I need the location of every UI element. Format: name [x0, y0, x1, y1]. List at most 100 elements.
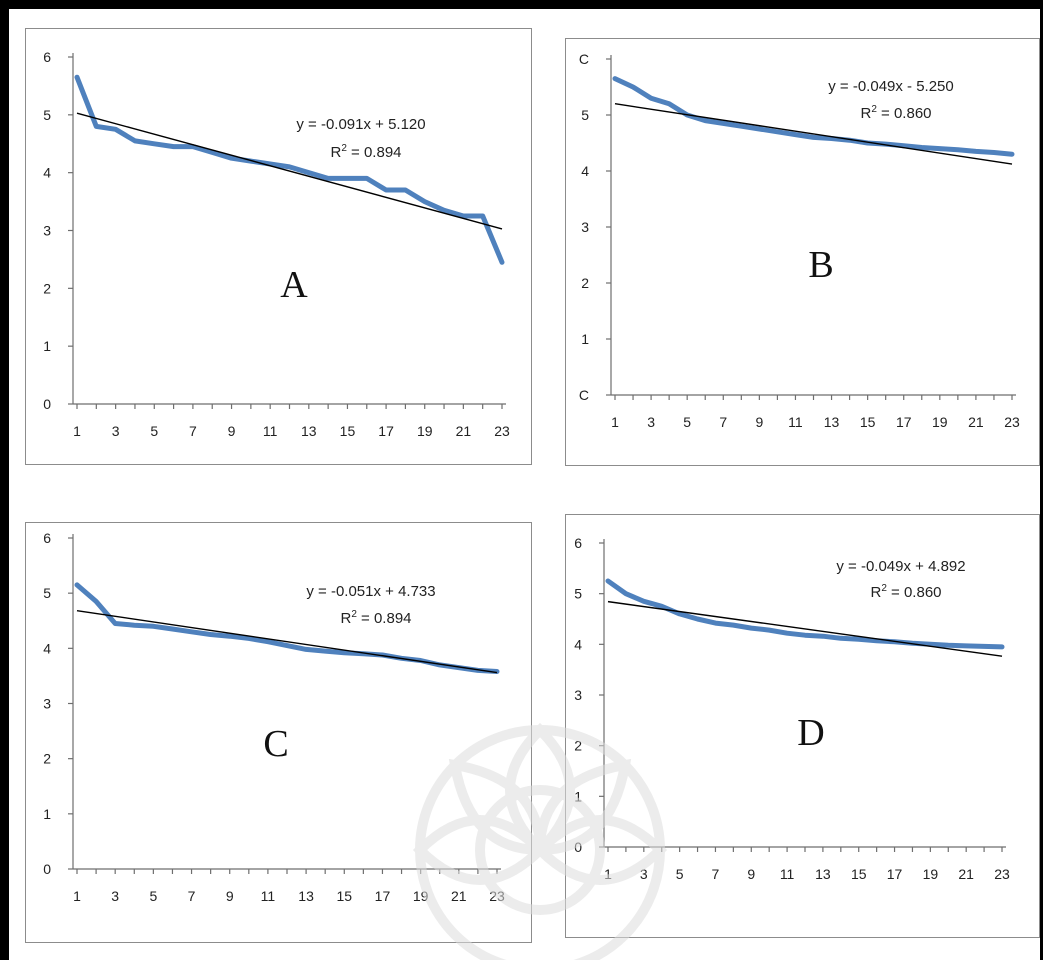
x-tick-label: 1: [604, 866, 612, 882]
x-tick-label: 3: [112, 423, 120, 439]
trendline: [614, 103, 1013, 165]
x-tick-label: 7: [188, 888, 196, 904]
x-tick-label: 5: [150, 423, 158, 439]
x-tick-label: 9: [226, 888, 234, 904]
r-squared-label: R2 = 0.860: [860, 104, 931, 122]
y-tick-label: 1: [581, 331, 589, 347]
y-tick-label: 2: [43, 751, 51, 767]
x-tick-label: 15: [851, 866, 867, 882]
x-tick-label: 13: [815, 866, 831, 882]
y-tick-label: 4: [574, 636, 582, 652]
x-tick-label: 1: [611, 414, 619, 430]
y-tick-label: 3: [43, 223, 51, 239]
data-series-line: [605, 578, 1005, 650]
x-tick-label: 23: [1004, 414, 1020, 430]
x-tick-label: 19: [923, 866, 939, 882]
y-tick-label: 4: [43, 165, 51, 181]
x-tick-label: 3: [647, 414, 655, 430]
panel-letter: A: [280, 264, 308, 306]
x-tick-label: 17: [378, 423, 394, 439]
chart-panel-d: 0 1 2 3 4 5 6 1 3 5 7 9 11 13 15 17 19 21 23 y = -0.049x + …: [565, 514, 1040, 938]
y-tick-label: 0: [43, 396, 51, 412]
y-tick-label: 1: [43, 806, 51, 822]
x-tick-label: 15: [336, 888, 352, 904]
data-series-line: [612, 76, 1015, 157]
x-tick-label: 21: [456, 423, 472, 439]
y-tick-label: 3: [43, 696, 51, 712]
x-tick-label: 21: [968, 414, 984, 430]
y-tick-label: 0: [43, 861, 51, 877]
y-tick-label: 6: [574, 535, 582, 551]
trendline: [76, 610, 498, 674]
r-squared-label: R2 = 0.860: [870, 583, 941, 601]
y-tick-label: 3: [581, 219, 589, 235]
x-tick-label: 7: [712, 866, 720, 882]
x-tick-label: 23: [494, 423, 510, 439]
x-tick-label: 17: [896, 414, 912, 430]
y-tick-label: 4: [581, 163, 589, 179]
y-tick-label: 6: [43, 530, 51, 546]
trendline-equation: y = -0.051x + 4.733: [306, 583, 435, 600]
x-tick-label: 21: [451, 888, 467, 904]
panel-letter: D: [797, 712, 824, 754]
chart-panel-c: 0 1 2 3 4 5 6 1 3 5 7 9 11 13 15 17 19 21 23 y = -0.051x + …: [25, 522, 532, 943]
x-tick-label: 17: [375, 888, 391, 904]
y-tick-label: 1: [43, 338, 51, 354]
chart-panel-a: 0 1 2 3 4 5 6 1 3 5 7 9 11 13 15 17 19 21 23 y = -0.091x + …: [25, 28, 532, 465]
x-tick-label: 21: [958, 866, 974, 882]
x-tick-label: 23: [489, 888, 505, 904]
x-tick-label: 9: [228, 423, 236, 439]
trendline-equation: y = -0.049x - 5.250: [828, 78, 954, 95]
x-tick-label: 19: [413, 888, 429, 904]
x-tick-label: 5: [149, 888, 157, 904]
x-tick-label: 3: [111, 888, 119, 904]
x-tick-label: 19: [417, 423, 433, 439]
panel-letter: C: [263, 723, 288, 765]
y-tick-label: 2: [574, 738, 582, 754]
y-tick-label: C: [579, 387, 589, 403]
x-tick-label: 13: [298, 888, 314, 904]
panel-letter: B: [808, 244, 833, 286]
x-tick-label: 15: [860, 414, 876, 430]
trendline-equation: y = -0.091x + 5.120: [296, 116, 425, 133]
x-tick-label: 9: [747, 866, 755, 882]
x-tick-label: 13: [824, 414, 840, 430]
trendline: [607, 600, 1003, 657]
y-tick-label: 2: [43, 280, 51, 296]
x-tick-label: 1: [73, 888, 81, 904]
r-squared-label: R2 = 0.894: [340, 609, 411, 627]
x-tick-label: 15: [340, 423, 356, 439]
x-tick-label: 13: [301, 423, 317, 439]
x-tick-label: 11: [788, 414, 803, 430]
trendline-equation: y = -0.049x + 4.892: [836, 558, 965, 575]
chart-panel-b: C 1 2 3 4 5 C 1 3 5 7 9 11 13 15 17 19 21 23 y = -0.049x - …: [565, 38, 1040, 466]
y-tick-label: 1: [574, 788, 582, 804]
x-tick-label: 9: [755, 414, 763, 430]
x-tick-label: 5: [683, 414, 691, 430]
x-tick-label: 23: [994, 866, 1010, 882]
x-tick-label: 7: [189, 423, 197, 439]
r-squared-label: R2 = 0.894: [330, 143, 401, 161]
y-tick-label: 3: [574, 687, 582, 703]
x-tick-label: 3: [640, 866, 648, 882]
x-tick-label: 11: [263, 423, 278, 439]
y-tick-label: 4: [43, 640, 51, 656]
x-tick-label: 5: [676, 866, 684, 882]
x-tick-label: 11: [780, 866, 795, 882]
x-tick-label: 7: [719, 414, 727, 430]
y-tick-label: 0: [574, 839, 582, 855]
x-tick-label: 17: [887, 866, 903, 882]
trendline: [76, 112, 503, 230]
data-series-line: [74, 74, 505, 265]
x-tick-label: 19: [932, 414, 948, 430]
y-tick-label: 5: [43, 107, 51, 123]
y-tick-label: 5: [581, 107, 589, 123]
y-tick-label: 6: [43, 49, 51, 65]
y-tick-label: C: [579, 51, 589, 67]
y-tick-label: 2: [581, 275, 589, 291]
